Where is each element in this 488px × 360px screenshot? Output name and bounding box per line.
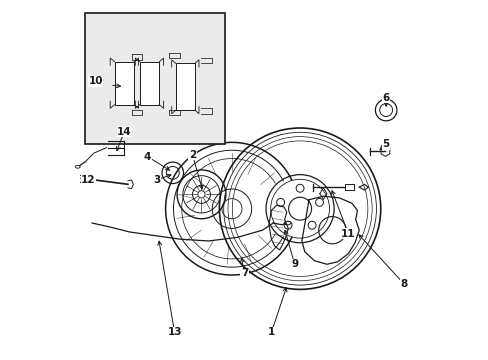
Bar — [139, 62, 159, 105]
Text: 14: 14 — [117, 127, 131, 136]
Ellipse shape — [75, 165, 80, 168]
Text: 4: 4 — [143, 152, 151, 162]
Text: 10: 10 — [88, 76, 102, 86]
Text: 5: 5 — [382, 139, 389, 149]
Bar — [114, 62, 134, 105]
Ellipse shape — [284, 221, 290, 225]
Text: 12: 12 — [81, 175, 96, 185]
Text: 7: 7 — [240, 268, 248, 278]
Bar — [85, 13, 224, 144]
Text: 9: 9 — [290, 259, 298, 269]
Text: 3: 3 — [153, 175, 160, 185]
Bar — [344, 184, 353, 190]
Bar — [176, 63, 194, 110]
Text: 8: 8 — [400, 279, 407, 289]
Text: 11: 11 — [341, 229, 355, 239]
Text: 2: 2 — [188, 150, 196, 160]
Text: 1: 1 — [267, 327, 274, 337]
Text: 13: 13 — [167, 327, 182, 337]
Text: 6: 6 — [382, 93, 389, 103]
